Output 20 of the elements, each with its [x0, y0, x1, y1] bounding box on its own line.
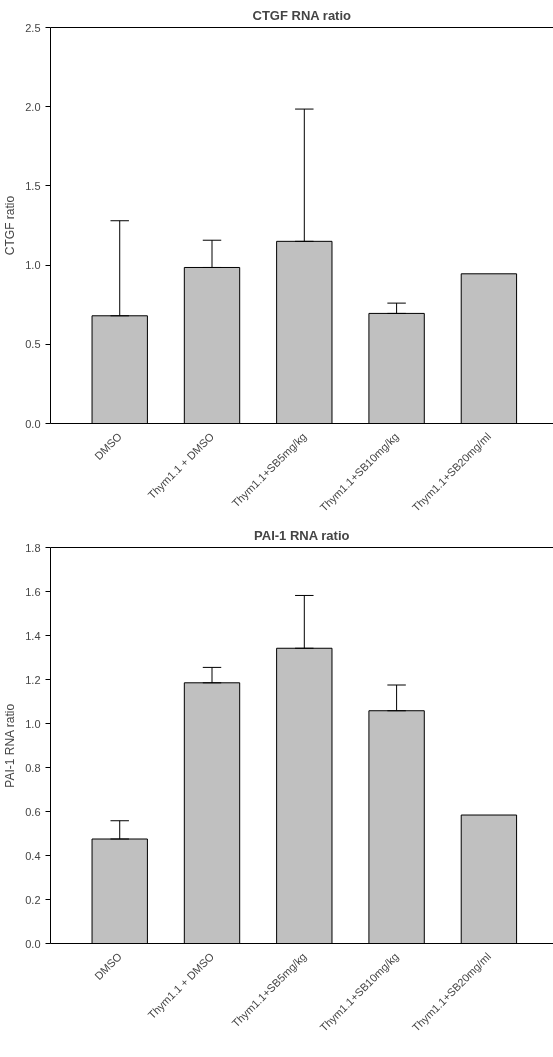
y-tick-label: 1.6 [25, 585, 41, 598]
y-tick-label: 2.5 [25, 21, 41, 34]
y-tick-label: 1.4 [25, 629, 41, 642]
y-tick-label: 0.8 [25, 761, 41, 774]
y-tick-label: 1.5 [25, 179, 41, 192]
chart-title: PAI-1 RNA ratio [254, 527, 350, 543]
y-axis-title: PAI-1 RNA ratio [3, 703, 18, 788]
y-tick-label: 0.5 [25, 338, 41, 351]
y-tick-label: 1.8 [25, 541, 41, 554]
y-tick-label: 1.0 [25, 717, 41, 730]
y-tick-label: 1.2 [25, 673, 41, 686]
chart-title: CTGF RNA ratio [252, 7, 352, 23]
y-tick-label: 0.0 [25, 417, 41, 430]
y-axis-title: CTGF ratio [3, 195, 18, 256]
y-tick-label: 0.4 [25, 849, 41, 862]
y-tick-label: 2.0 [25, 100, 41, 113]
y-tick-label: 0.2 [25, 893, 41, 906]
y-tick-label: 0.0 [25, 937, 41, 950]
y-tick-label: 1.0 [25, 259, 41, 272]
y-tick-label: 0.6 [25, 805, 41, 818]
